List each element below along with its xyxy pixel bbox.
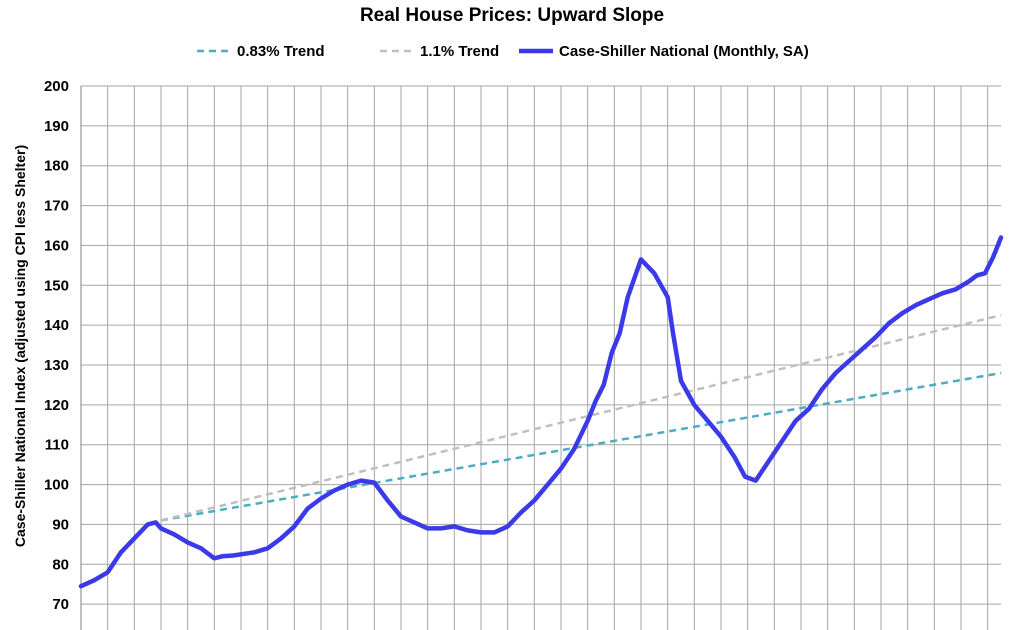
series-line-1 [160, 313, 1002, 522]
series-line-0 [160, 371, 1002, 522]
series-layer [78, 235, 1004, 589]
legend-label-1: 1.1% Trend [420, 43, 499, 60]
y-tick-label: 110 [45, 437, 69, 454]
y-tick-label: 130 [44, 357, 69, 374]
legend-label-2: Case-Shiller National (Monthly, SA) [559, 43, 809, 60]
y-axis-ticks: 6070809010011012013014015016017018019020… [44, 78, 69, 613]
y-tick-label: 100 [44, 477, 69, 494]
y-tick-label: 70 [52, 596, 69, 613]
series-line-2 [78, 235, 1004, 589]
y-tick-label: 80 [52, 556, 69, 573]
y-tick-label: 120 [44, 397, 69, 414]
y-tick-label: 150 [44, 277, 69, 294]
chart-title: Real House Prices: Upward Slope [360, 5, 664, 26]
y-tick-label: 190 [44, 118, 69, 135]
y-tick-label: 170 [44, 198, 69, 215]
y-tick-label: 140 [44, 317, 69, 334]
legend-label-0: 0.83% Trend [237, 43, 325, 60]
grid [80, 85, 1001, 630]
y-tick-label: 160 [44, 237, 69, 254]
legend: 0.83% Trend 1.1% Trend Case-Shiller Nation… [197, 43, 809, 60]
y-tick-label: 90 [52, 516, 69, 533]
y-tick-label: 200 [44, 78, 69, 95]
y-axis-label: Case-Shiller National Index (adjusted us… [12, 145, 28, 547]
y-tick-label: 180 [44, 158, 69, 175]
